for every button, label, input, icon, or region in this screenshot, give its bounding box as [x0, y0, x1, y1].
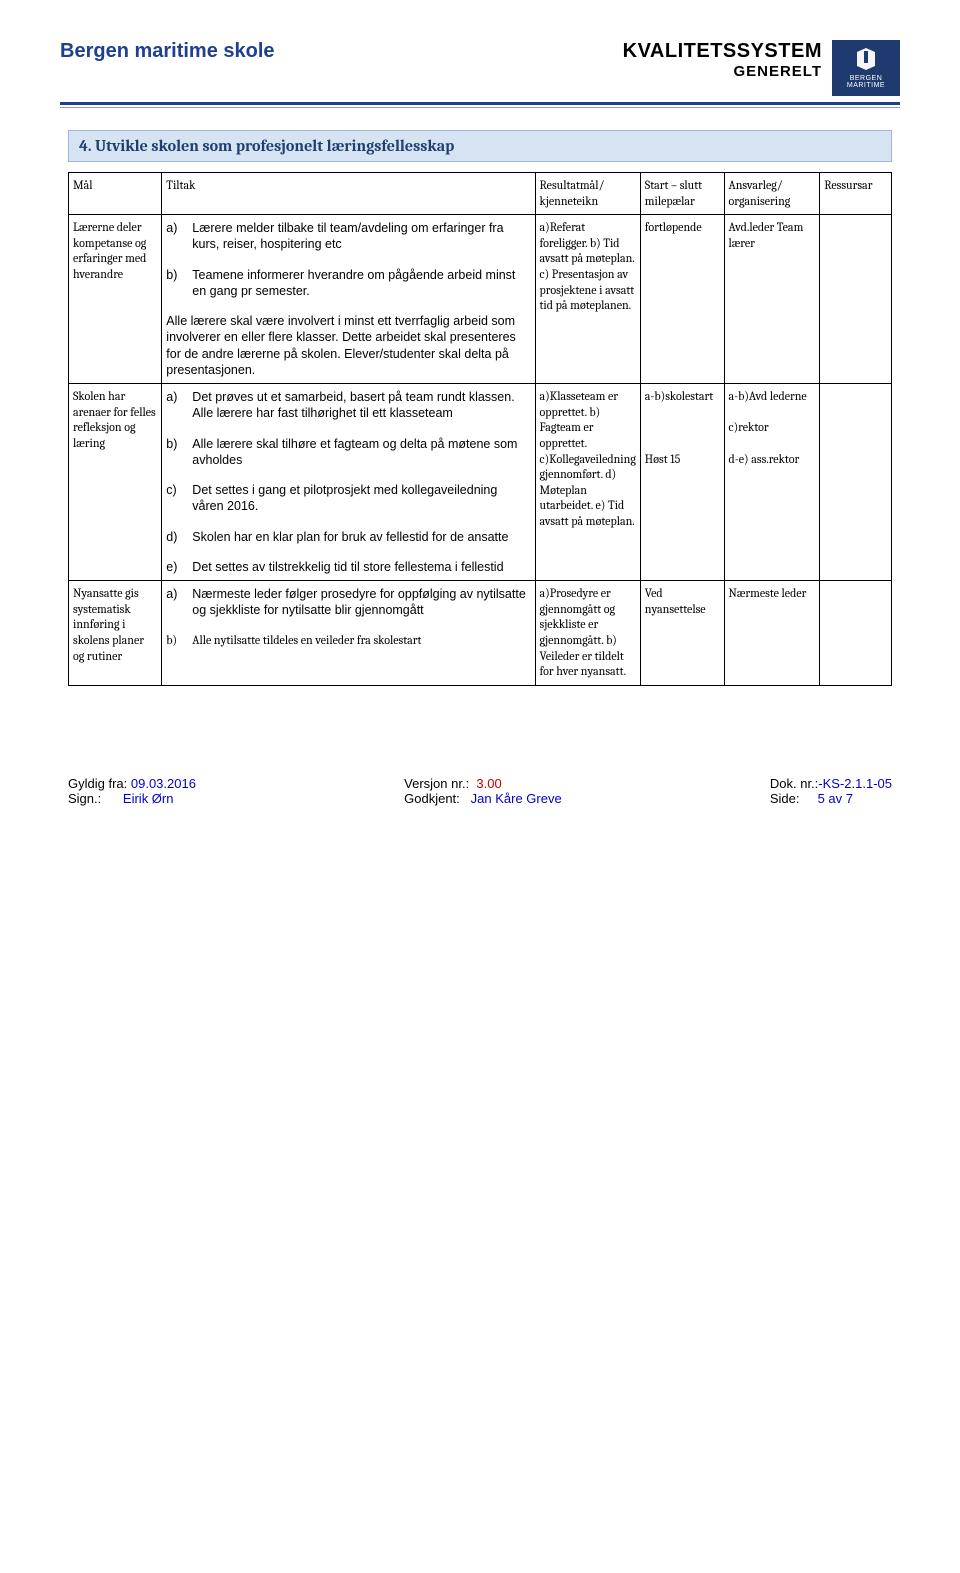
table-row: Skolen har arenaer for felles refleksjon…: [69, 384, 892, 581]
cell-ansvar: a-b)Avd lederne c)rektor d-e) ass.rektor: [724, 384, 820, 581]
footer-col-3: Dok. nr.:-KS-2.1.1-05 Side: 5 av 7: [770, 776, 892, 806]
system-subtitle: GENERELT: [623, 63, 822, 80]
cell-ressurs: [820, 215, 892, 384]
cell-tiltak: a)Lærere melder tilbake til team/avdelin…: [162, 215, 535, 384]
cell-start: a-b)skolestart Høst 15: [640, 384, 724, 581]
main-table: MålTiltakResultatmål/ kjenneteiknStart –…: [68, 172, 892, 686]
cell-maal: Skolen har arenaer for felles refleksjon…: [69, 384, 162, 581]
cell-resultat: a)Referat foreligger. b) Tid avsatt på m…: [535, 215, 640, 384]
cell-ansvar: Nærmeste leder: [724, 581, 820, 686]
cell-maal: Lærerne deler kompetanse og erfaringer m…: [69, 215, 162, 384]
page-footer: Gyldig fra: 09.03.2016 Sign.: Eirik Ørn …: [60, 776, 900, 806]
logo-text-2: MARITIME: [847, 82, 885, 89]
logo-icon: BERGEN MARITIME: [832, 40, 900, 96]
footer-col-1: Gyldig fra: 09.03.2016 Sign.: Eirik Ørn: [68, 776, 196, 806]
column-header: Ressursar: [820, 173, 892, 215]
header-right: KVALITETSSYSTEM GENERELT BERGEN MARITIME: [623, 40, 900, 96]
system-title: KVALITETSSYSTEM: [623, 40, 822, 63]
column-header: Ansvarleg/ organisering: [724, 173, 820, 215]
table-row: Lærerne deler kompetanse og erfaringer m…: [69, 215, 892, 384]
cell-maal: Nyansatte gis systematisk innføring i sk…: [69, 581, 162, 686]
table-row: Nyansatte gis systematisk innføring i sk…: [69, 581, 892, 686]
cell-ressurs: [820, 384, 892, 581]
column-header: Resultatmål/ kjenneteikn: [535, 173, 640, 215]
cell-ressurs: [820, 581, 892, 686]
cell-start: fortløpende: [640, 215, 724, 384]
page-header: Bergen maritime skole KVALITETSSYSTEM GE…: [60, 40, 900, 96]
cell-resultat: a)Prosedyre er gjennomgått og sjekkliste…: [535, 581, 640, 686]
cell-ansvar: Avd.leder Team lærer: [724, 215, 820, 384]
section-heading: 4. Utvikle skolen som profesjonelt lærin…: [68, 130, 892, 162]
org-name: Bergen maritime skole: [60, 40, 275, 63]
column-header: Start – slutt milepælar: [640, 173, 724, 215]
divider-thin: [60, 107, 900, 108]
cell-tiltak: a)Nærmeste leder følger prosedyre for op…: [162, 581, 535, 686]
footer-col-2: Versjon nr.: 3.00 Godkjent: Jan Kåre Gre…: [404, 776, 562, 806]
cell-tiltak: a)Det prøves ut et samarbeid, basert på …: [162, 384, 535, 581]
column-header: Mål: [69, 173, 162, 215]
logo-text-1: BERGEN: [850, 75, 883, 82]
column-header: Tiltak: [162, 173, 535, 215]
cell-resultat: a)Klasseteam er opprettet. b) Fagteam er…: [535, 384, 640, 581]
divider-thick: [60, 102, 900, 105]
cell-start: Ved nyansettelse: [640, 581, 724, 686]
